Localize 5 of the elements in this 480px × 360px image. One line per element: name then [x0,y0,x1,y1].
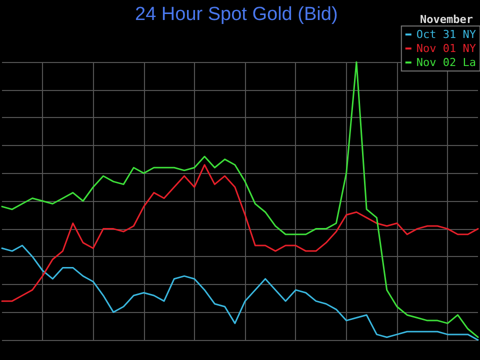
legend-label: Oct 31 NY [416,28,476,41]
legend-label: Nov 02 La [416,56,476,69]
legend-label: Nov 01 NY [416,42,476,55]
legend-title: November [420,13,474,26]
chart-title: 24 Hour Spot Gold (Bid) [135,4,338,25]
